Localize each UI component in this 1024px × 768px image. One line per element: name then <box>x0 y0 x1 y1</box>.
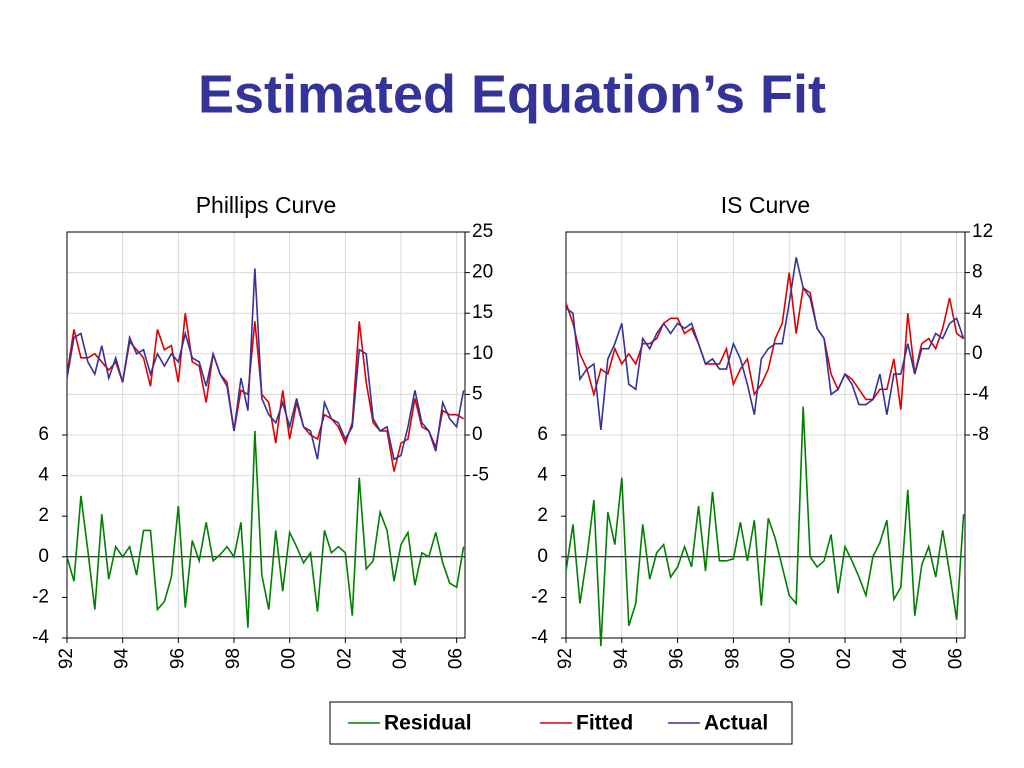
y-tick-label: 6 <box>38 424 49 445</box>
y-tick-label: -4 <box>531 627 548 648</box>
chart-title: IS Curve <box>721 192 810 218</box>
x-tick-label: 06 <box>946 648 967 669</box>
y-tick-label: -2 <box>32 586 49 607</box>
y-tick-label: -4 <box>32 627 49 648</box>
x-tick-label: 04 <box>890 648 911 670</box>
y-tick-label: 4 <box>537 465 548 486</box>
y2-tick-label: 15 <box>472 302 493 323</box>
series-line <box>565 257 965 431</box>
legend-label: Residual <box>384 712 472 735</box>
y2-tick-label: 0 <box>472 424 483 445</box>
y2-tick-label: 8 <box>972 262 983 283</box>
y2-tick-label: 4 <box>972 302 983 323</box>
y-tick-label: 0 <box>38 546 49 567</box>
x-tick-label: 92 <box>56 648 77 669</box>
x-tick-label: 98 <box>223 648 244 669</box>
legend-label: Actual <box>704 712 768 735</box>
series-line <box>565 406 965 647</box>
x-tick-label: 96 <box>667 648 688 669</box>
plot-frame <box>66 231 466 639</box>
slide-title: Estimated Equation’s Fit <box>198 64 826 124</box>
y-tick-label: 4 <box>38 465 49 486</box>
x-tick-label: 94 <box>611 648 632 670</box>
chart-title: Phillips Curve <box>196 192 337 218</box>
y-tick-label: 0 <box>537 546 548 567</box>
x-tick-label: 00 <box>778 648 799 669</box>
series-line <box>66 268 465 461</box>
x-tick-label: 94 <box>112 648 133 670</box>
legend-label: Fitted <box>576 712 633 735</box>
y2-tick-label: 5 <box>472 383 483 404</box>
x-tick-label: 04 <box>390 648 411 670</box>
y2-tick-label: 20 <box>472 262 493 283</box>
x-tick-label: 00 <box>279 648 300 669</box>
series-line <box>66 313 465 472</box>
x-tick-label: 98 <box>722 648 743 669</box>
y-tick-label: -2 <box>531 586 548 607</box>
y-tick-label: 2 <box>38 505 49 526</box>
x-tick-label: 02 <box>834 648 855 669</box>
y2-tick-label: 0 <box>972 343 983 364</box>
y2-tick-label: -5 <box>472 465 489 486</box>
y-tick-label: 6 <box>537 424 548 445</box>
plot-frame <box>565 231 966 639</box>
x-tick-label: 06 <box>446 648 467 669</box>
y2-tick-label: 10 <box>472 343 493 364</box>
x-tick-label: 96 <box>167 648 188 669</box>
y2-tick-label: -4 <box>972 383 989 404</box>
y2-tick-label: -8 <box>972 424 989 445</box>
series-line <box>66 430 465 628</box>
y-tick-label: 2 <box>537 505 548 526</box>
y2-tick-label: 12 <box>972 221 993 242</box>
series-line <box>565 272 965 410</box>
y2-tick-label: 25 <box>472 221 493 242</box>
x-tick-label: 92 <box>555 648 576 669</box>
x-tick-label: 02 <box>334 648 355 669</box>
